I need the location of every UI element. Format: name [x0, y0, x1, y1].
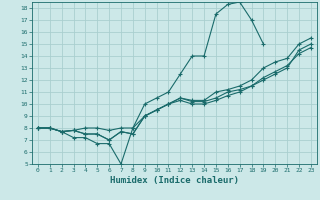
- X-axis label: Humidex (Indice chaleur): Humidex (Indice chaleur): [110, 176, 239, 185]
